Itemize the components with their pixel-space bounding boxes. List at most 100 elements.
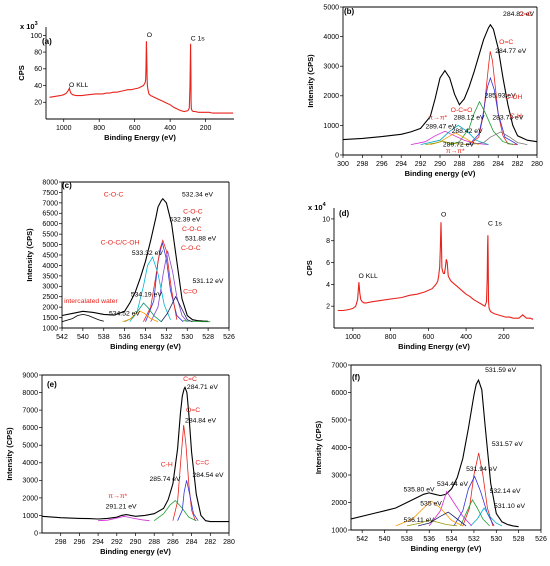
annotation: C 1s xyxy=(191,35,206,42)
series-line-3 xyxy=(150,250,188,322)
x-tick-label: 536 xyxy=(119,334,131,341)
y-tick-label: 80 xyxy=(34,49,42,56)
series-line-5 xyxy=(420,124,489,145)
y-axis-label: Intensity (CPS) xyxy=(306,54,315,108)
panel-label: (e) xyxy=(47,380,57,389)
x-tick-label: 538 xyxy=(98,334,110,341)
annotation: C-O-C xyxy=(183,208,203,215)
y-tick-label: 2500 xyxy=(42,294,58,301)
y-tick-label: 5000 xyxy=(323,4,339,11)
series-line-3 xyxy=(153,499,197,522)
series-line-4 xyxy=(428,490,472,527)
annotation: C=C xyxy=(519,11,533,18)
y-tick-label: 3000 xyxy=(323,64,339,71)
series-group xyxy=(62,197,211,323)
y-axis-label: Intensity (CPS) xyxy=(5,427,14,481)
x-axis-label: Binding energy (eV) xyxy=(110,342,181,351)
x-tick-label: 282 xyxy=(204,539,216,546)
panel-c: 542 540 538 536 534 532 530 528 526 1000 1500 2000 2… xyxy=(25,179,235,351)
series-line-4 xyxy=(183,320,211,323)
annotation: 531.12 eV xyxy=(192,278,223,285)
annotation: 284.71 eV xyxy=(187,384,218,391)
y-tick-label: 1000 xyxy=(331,527,347,534)
y-multiplier: x 104 xyxy=(308,202,327,212)
y-tick-label: 4 xyxy=(326,282,330,289)
annotation: 534.19 eV xyxy=(131,292,162,299)
x-tick-label: 296 xyxy=(74,539,86,546)
annotation: 532.14 eV xyxy=(490,488,521,495)
x-tick-label: 288 xyxy=(148,539,160,546)
y-tick-label: 4000 xyxy=(331,445,347,452)
annotation: C=O xyxy=(183,289,197,296)
x-tick-label: 528 xyxy=(202,334,214,341)
annotation: 285.74 eV xyxy=(150,476,181,483)
annotation: 289.47 eV xyxy=(425,123,456,130)
series-line-4 xyxy=(410,130,489,145)
panel-label: (f) xyxy=(352,373,360,382)
x-tick-label: 296 xyxy=(376,161,388,168)
series-line-0 xyxy=(337,222,534,320)
x-tick-label: 300 xyxy=(337,161,349,168)
annotation: C=C xyxy=(195,460,209,467)
y-axis-label: Intensity (CPS) xyxy=(25,228,34,282)
series-line-6 xyxy=(124,302,162,323)
annotation: 284.77 eV xyxy=(495,48,526,55)
x-axis-label: Binding Energy (eV) xyxy=(398,342,470,351)
x-tick-label: 400 xyxy=(460,334,472,341)
annotation: 288.42 eV xyxy=(452,128,483,135)
annotation: O-C=O xyxy=(451,107,473,114)
x-tick-label: 1000 xyxy=(345,334,361,341)
y-tick-label: 0 xyxy=(34,530,38,537)
annotation: intercalated water xyxy=(64,298,118,305)
series-group xyxy=(337,222,534,320)
panel-a: 1000 800 600 400 200 20 40 60 80 100 Binding Energ… xyxy=(17,21,234,142)
x-tick-label: 280 xyxy=(531,161,543,168)
annotation: 531.88 eV xyxy=(185,235,216,242)
x-axis-label: Binding energy (eV) xyxy=(411,544,482,553)
series-line-0 xyxy=(351,378,519,528)
y-tick-label: 6000 xyxy=(22,425,38,432)
annotation: 284.82 eV xyxy=(503,11,534,18)
y-tick-label: 10 xyxy=(322,216,330,223)
x-tick-label: 294 xyxy=(395,161,407,168)
x-tick-label: 1000 xyxy=(56,125,72,132)
y-tick-label: 1000 xyxy=(323,123,339,130)
x-tick-label: 532 xyxy=(161,334,173,341)
x-tick-label: 292 xyxy=(111,539,123,546)
x-tick-label: 800 xyxy=(385,334,397,341)
annotation: 532.34 eV xyxy=(182,192,213,199)
y-tick-label: 3000 xyxy=(22,478,38,485)
y-multiplier-exponent: 4 xyxy=(323,202,327,208)
annotation: O xyxy=(147,32,152,39)
series-line-0 xyxy=(49,41,234,114)
y-axis-label: CPS xyxy=(305,260,314,275)
series-line-1 xyxy=(145,242,184,322)
x-tick-label: 540 xyxy=(379,536,391,543)
x-tick-label: 286 xyxy=(167,539,179,546)
x-tick-label: 200 xyxy=(200,125,212,132)
series-line-7 xyxy=(122,310,159,323)
series-group xyxy=(42,385,229,523)
x-tick-label: 530 xyxy=(490,536,502,543)
series-line-8 xyxy=(160,295,193,323)
annotation: C-OH xyxy=(505,94,522,101)
x-axis-label: Binding Energy (eV) xyxy=(104,133,176,142)
x-tick-label: 534 xyxy=(140,334,152,341)
y-tick-label: 2000 xyxy=(42,305,58,312)
panel-b: 300 298 296 294 292 290 288 286 284 282 280 0 1000 20… xyxy=(306,4,543,178)
x-tick-label: 542 xyxy=(56,334,68,341)
y-tick-label: 7000 xyxy=(42,200,58,207)
x-tick-label: 526 xyxy=(535,536,547,543)
y-tick-label: 6000 xyxy=(42,221,58,228)
y-tick-label: 6000 xyxy=(331,390,347,397)
annotation: 536.11 eV xyxy=(404,517,435,524)
series-line-4 xyxy=(98,515,150,522)
annotation: C-H xyxy=(161,461,173,468)
annotation: 284.54 eV xyxy=(193,472,224,479)
x-tick-label: 298 xyxy=(357,161,369,168)
x-tick-label: 600 xyxy=(422,334,434,341)
x-tick-label: 600 xyxy=(129,125,141,132)
series-line-1 xyxy=(462,452,494,527)
x-tick-label: 536 xyxy=(423,536,435,543)
x-tick-label: 528 xyxy=(513,536,525,543)
